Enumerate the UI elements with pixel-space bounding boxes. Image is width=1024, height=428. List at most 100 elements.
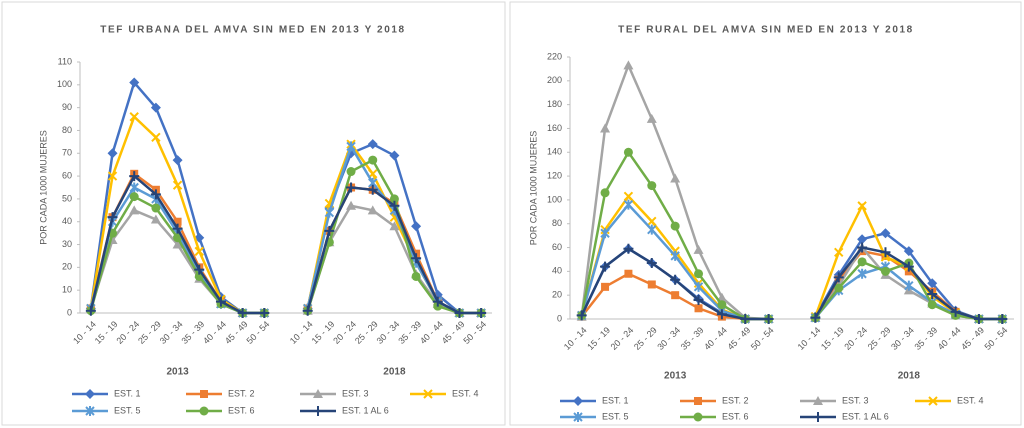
data-point [172, 239, 183, 249]
legend-label: EST. 6 [228, 405, 255, 415]
data-point [129, 112, 139, 122]
x-tick-label: 45 - 49 [725, 325, 752, 352]
legend-label: EST. 6 [722, 411, 749, 421]
data-point [324, 225, 335, 236]
y-tick-label: 100 [57, 79, 72, 89]
data-point [367, 184, 378, 195]
x-tick-label: 30 - 34 [375, 319, 402, 346]
group-label: 2013 [664, 371, 687, 382]
data-point [172, 223, 183, 234]
data-point [904, 280, 914, 291]
x-tick-label: 45 - 49 [440, 319, 467, 346]
legend-marker [200, 390, 208, 398]
data-point [172, 180, 183, 190]
data-point [150, 102, 161, 113]
data-point [857, 242, 868, 253]
data-point [623, 243, 634, 254]
data-point [259, 308, 270, 318]
data-point [810, 312, 821, 323]
data-point [389, 150, 400, 161]
x-tick-label: 45 - 49 [223, 319, 250, 346]
x-tick-label: 15 - 19 [93, 319, 120, 346]
y-tick-label: 140 [547, 147, 562, 157]
legend-marker [313, 406, 323, 416]
data-point [647, 216, 657, 227]
legend-marker [573, 396, 583, 406]
data-point [576, 310, 587, 321]
data-point [389, 221, 400, 231]
data-point [647, 224, 657, 235]
data-point [950, 306, 961, 317]
data-point [150, 214, 161, 224]
series-line [89, 143, 482, 315]
data-point [646, 113, 657, 123]
x-tick-label: 10 - 14 [562, 325, 589, 352]
y-tick-label: 40 [62, 216, 72, 226]
data-point [927, 300, 937, 310]
data-point [324, 207, 335, 218]
x-tick-label: 15 - 19 [819, 325, 846, 352]
legend-label: EST. 5 [602, 411, 629, 421]
data-point [623, 60, 634, 70]
legend-label: EST. 5 [114, 405, 141, 415]
data-point [107, 171, 118, 181]
y-tick-label: 20 [552, 290, 562, 300]
x-tick-label: 15 - 19 [310, 319, 337, 346]
y-tick-label: 20 [62, 262, 72, 272]
y-tick-label: 60 [62, 170, 72, 180]
data-point [833, 272, 844, 283]
data-point [600, 188, 610, 198]
data-point [85, 305, 96, 316]
data-point [857, 257, 867, 267]
data-point [997, 314, 1008, 324]
data-point [129, 192, 139, 202]
y-tick-label: 100 [547, 194, 562, 204]
data-point [670, 173, 681, 183]
data-point [454, 308, 465, 318]
series-line [89, 80, 482, 315]
data-point [411, 253, 422, 264]
data-point [670, 250, 680, 261]
legend-label: EST. 1 [114, 388, 141, 398]
data-point [857, 201, 867, 211]
x-tick-label: 35 - 39 [179, 319, 206, 346]
legend-marker [813, 412, 823, 422]
data-point [151, 132, 161, 143]
x-tick-label: 10 - 14 [288, 319, 315, 346]
data-point [129, 182, 139, 193]
data-point [716, 292, 727, 302]
x-tick-label: 10 - 14 [71, 319, 98, 346]
data-point [237, 308, 248, 318]
data-point [302, 305, 313, 316]
data-point [624, 269, 633, 278]
y-tick-label: 120 [547, 170, 562, 180]
data-point [194, 246, 204, 257]
legend-marker [694, 397, 702, 405]
data-point [600, 261, 611, 272]
y-axis-label: POR CADA 1000 MUJERES [528, 131, 538, 246]
data-point [367, 205, 378, 215]
data-point [346, 141, 356, 152]
legend-label: EST. 1 AL 6 [842, 411, 889, 421]
x-tick-label: 40 - 44 [702, 325, 729, 352]
data-point [411, 221, 422, 232]
data-point [647, 181, 657, 191]
x-tick-label: 35 - 39 [396, 319, 423, 346]
x-tick-label: 50 - 54 [749, 325, 776, 352]
data-point [693, 281, 704, 292]
x-tick-label: 25 - 29 [632, 325, 659, 352]
data-point [129, 77, 140, 88]
data-point [623, 191, 634, 202]
y-tick-label: 220 [547, 51, 562, 61]
legend-marker [693, 412, 703, 422]
data-point [346, 200, 357, 210]
data-point [671, 291, 680, 300]
data-point [694, 269, 704, 279]
series-line [580, 149, 1003, 321]
legend-marker [85, 389, 95, 399]
data-point [432, 296, 443, 307]
series-line [89, 158, 482, 315]
panel-border [509, 1, 1022, 426]
x-tick-label: 10 - 14 [796, 325, 823, 352]
